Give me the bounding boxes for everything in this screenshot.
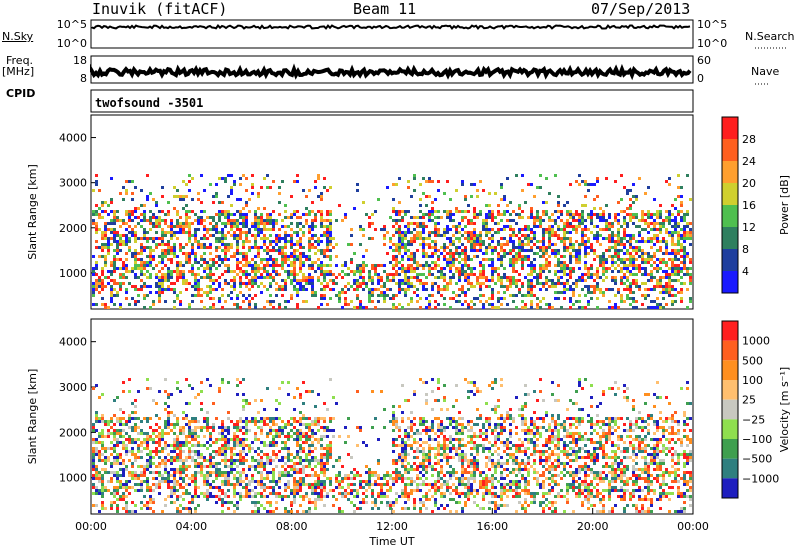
ytick-label-3-3: 4000 (59, 132, 87, 145)
ytick-label-4-3: 4000 (59, 336, 87, 349)
ytick-left-1-1: 8 (80, 72, 87, 85)
colorbar-tick-3-1: 24 (742, 155, 756, 168)
cpid-value: twofsound -3501 (95, 96, 204, 110)
ytick-left-0-0: 10^5 (57, 18, 87, 31)
colorbar-frame-4 (721, 320, 739, 499)
xtick-label-3: 12:00 (376, 520, 408, 533)
colorbar-swatch-4-3 (722, 380, 738, 400)
trace-line-0 (91, 24, 691, 30)
xtick-label-4: 16:00 (476, 520, 508, 533)
panel-frame-0 (90, 19, 694, 49)
colorbar-tick-4-2: 100 (742, 374, 763, 387)
ytick-right-1-1: 0 (697, 72, 704, 85)
colorbar-tick-3-5: 8 (742, 243, 749, 256)
colorbar-swatch-4-8 (722, 478, 738, 498)
freq-unit-label: [MHz] (2, 65, 35, 78)
colorbar-tick-3-4: 12 (742, 221, 756, 234)
colorbar-swatch-3-5 (722, 227, 738, 249)
colorbar-tick-3-6: 4 (742, 265, 749, 278)
ytick-label-4-2: 3000 (59, 381, 87, 394)
nsearch-label: N.Search (745, 30, 795, 43)
ytick-right-1-0: 60 (697, 54, 711, 67)
heatmap-cells-4 (92, 378, 692, 513)
colorbar-tick-4-3: 25 (742, 394, 756, 407)
colorbar-tick-4-0: 1000 (742, 335, 770, 348)
station-title: Inuvik (fitACF) (92, 0, 228, 18)
colorbar-swatch-4-5 (722, 419, 738, 439)
colorbar-label-3: Power [dB] (778, 175, 791, 235)
ytick-label-4-1: 2000 (59, 426, 87, 439)
beam-title: Beam 11 (353, 0, 417, 18)
colorbar-tick-4-5: −100 (742, 433, 772, 446)
colorbar-tick-3-3: 16 (742, 199, 756, 212)
colorbar-tick-3-0: 28 (742, 133, 756, 146)
ytick-label-3-0: 1000 (59, 267, 87, 280)
colorbar-swatch-3-7 (722, 271, 738, 293)
panel-frame-1 (90, 55, 694, 84)
colorbar-swatch-3-0 (722, 117, 738, 139)
colorbar-swatch-4-1 (722, 340, 738, 361)
colorbar-frame-3 (721, 116, 739, 294)
colorbar-swatch-4-4 (722, 399, 738, 420)
xaxis-label: Time UT (368, 535, 414, 548)
colorbar-swatch-3-2 (722, 161, 738, 183)
ytick-label-3-1: 2000 (59, 222, 87, 235)
panel-frame-2 (90, 89, 694, 113)
nsky-label: N.Sky (2, 30, 34, 43)
colorbar-tick-4-7: −1000 (742, 472, 779, 485)
ytick-right-0-0: 10^5 (697, 18, 727, 31)
colorbar-swatch-4-7 (722, 458, 738, 479)
ytick-label-3-2: 3000 (59, 177, 87, 190)
colorbar-swatch-3-6 (722, 249, 738, 271)
colorbar-tick-4-1: 500 (742, 354, 763, 367)
date-title: 07/Sep/2013 (591, 0, 691, 18)
colorbar-tick-4-6: −500 (742, 453, 772, 466)
ytick-right-0-1: 10^0 (697, 37, 727, 50)
trace-line-1 (90, 63, 692, 81)
colorbar-swatch-3-1 (722, 139, 738, 161)
colorbar-label-4: Velocity [m s⁻¹] (778, 367, 791, 452)
colorbar-tick-3-2: 20 (742, 177, 756, 190)
xtick-label-1: 04:00 (175, 520, 207, 533)
ytick-left-0-1: 10^0 (57, 37, 87, 50)
colorbar-swatch-4-0 (722, 321, 738, 341)
xtick-label-2: 08:00 (276, 520, 308, 533)
freq-label: Freq. (6, 54, 34, 67)
colorbar-swatch-3-3 (722, 183, 738, 205)
colorbar-tick-4-4: −25 (742, 413, 765, 426)
cpid-label: CPID (6, 87, 36, 100)
xtick-label-5: 20:00 (577, 520, 609, 533)
ylabel-4: Slant Range [km] (26, 369, 39, 465)
colorbar-swatch-3-4 (722, 205, 738, 227)
ytick-left-1-0: 18 (73, 54, 87, 67)
ytick-label-4-0: 1000 (59, 472, 87, 485)
ylabel-3: Slant Range [km] (26, 164, 39, 260)
xtick-label-6: 00:00 (677, 520, 709, 533)
nave-label: Nave (751, 65, 780, 78)
xtick-label-0: 00:00 (75, 520, 107, 533)
heatmap-cells-3 (92, 174, 692, 309)
colorbar-swatch-4-2 (722, 360, 738, 380)
colorbar-swatch-4-6 (722, 439, 738, 459)
